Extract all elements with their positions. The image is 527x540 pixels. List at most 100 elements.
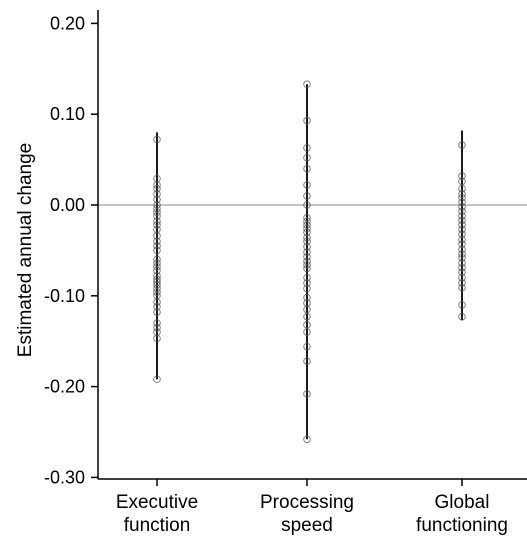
data-point xyxy=(303,342,311,351)
y-tick-label: 0.10 xyxy=(50,104,85,124)
data-point xyxy=(303,252,311,261)
data-point xyxy=(303,264,311,273)
data-point xyxy=(153,201,161,209)
data-point xyxy=(153,204,161,213)
data-point xyxy=(458,240,466,248)
category-label-line1: Executive xyxy=(116,492,198,513)
data-point xyxy=(458,177,466,186)
data-point xyxy=(303,305,311,314)
data-point xyxy=(458,141,466,149)
data-point xyxy=(303,233,311,242)
y-tick-label: -0.10 xyxy=(44,286,85,306)
data-point xyxy=(153,319,161,327)
data-point xyxy=(303,217,311,226)
y-axis-title: Estimated annual change xyxy=(15,143,36,357)
category-label-line2: function xyxy=(124,515,191,536)
data-point xyxy=(153,212,161,220)
category-label-line1: Global xyxy=(435,492,490,513)
data-point xyxy=(303,293,311,302)
data-point xyxy=(303,261,311,269)
data-point xyxy=(458,301,466,309)
data-point xyxy=(153,221,161,229)
data-point xyxy=(153,237,161,246)
data-point xyxy=(153,259,161,267)
data-point xyxy=(153,275,161,284)
data-point xyxy=(153,181,161,189)
data-point xyxy=(153,375,161,384)
data-point xyxy=(303,221,311,229)
data-point xyxy=(153,262,161,271)
data-point xyxy=(153,302,161,311)
data-point xyxy=(303,80,311,89)
data-point xyxy=(303,312,311,321)
data-point xyxy=(303,116,311,125)
data-point xyxy=(153,281,161,289)
data-point xyxy=(458,312,466,321)
data-point xyxy=(458,203,466,211)
data-point xyxy=(153,334,161,343)
data-point xyxy=(303,321,311,329)
data-point xyxy=(303,164,311,173)
data-point xyxy=(303,192,311,200)
data-point xyxy=(458,190,466,198)
data-point xyxy=(303,237,311,246)
data-point xyxy=(458,216,466,225)
data-point xyxy=(458,221,466,229)
y-tick-label: 0.20 xyxy=(50,13,85,33)
data-point xyxy=(458,207,466,216)
data-point xyxy=(153,195,161,204)
data-point xyxy=(303,181,311,189)
category-label-line2: functioning xyxy=(416,515,508,536)
data-point xyxy=(303,357,311,365)
data-point xyxy=(303,201,311,209)
data-point xyxy=(303,213,311,222)
data-point xyxy=(458,259,466,267)
data-point xyxy=(153,255,161,264)
data-point xyxy=(458,235,466,244)
data-point xyxy=(458,225,466,234)
data-point xyxy=(153,308,161,316)
data-point xyxy=(458,250,466,258)
y-tick-label: -0.30 xyxy=(44,467,85,487)
data-point xyxy=(303,228,311,237)
data-point xyxy=(458,268,466,276)
data-point xyxy=(153,288,161,296)
category-label-line1: Processing xyxy=(260,492,354,513)
data-point xyxy=(458,193,466,202)
data-point xyxy=(153,246,161,255)
y-tick-label: 0.00 xyxy=(50,195,85,215)
y-tick-label: -0.20 xyxy=(44,377,85,397)
data-point xyxy=(303,248,311,257)
series-group xyxy=(153,132,161,384)
data-point xyxy=(303,435,311,444)
data-point xyxy=(303,284,311,293)
data-point xyxy=(153,323,161,332)
data-point xyxy=(153,242,161,250)
data-point xyxy=(303,257,311,266)
data-point xyxy=(153,135,161,144)
data-point xyxy=(458,283,466,292)
data-point xyxy=(458,184,466,193)
data-point xyxy=(458,212,466,220)
data-point xyxy=(153,266,161,275)
data-point xyxy=(153,298,161,306)
series-group xyxy=(303,80,311,444)
data-point xyxy=(153,217,161,226)
data-point xyxy=(153,284,161,293)
data-point xyxy=(303,328,311,336)
data-point xyxy=(153,208,161,217)
category-label-line2: speed xyxy=(281,515,333,536)
data-point xyxy=(153,232,161,240)
data-point xyxy=(303,390,311,398)
data-point xyxy=(458,230,466,238)
data-point xyxy=(303,143,311,152)
data-point xyxy=(458,198,466,207)
data-point xyxy=(153,184,161,193)
data-point xyxy=(458,245,466,254)
data-point xyxy=(303,153,311,162)
data-point xyxy=(458,273,466,282)
data-point xyxy=(458,172,466,180)
data-point xyxy=(458,263,466,272)
data-point xyxy=(303,279,311,287)
